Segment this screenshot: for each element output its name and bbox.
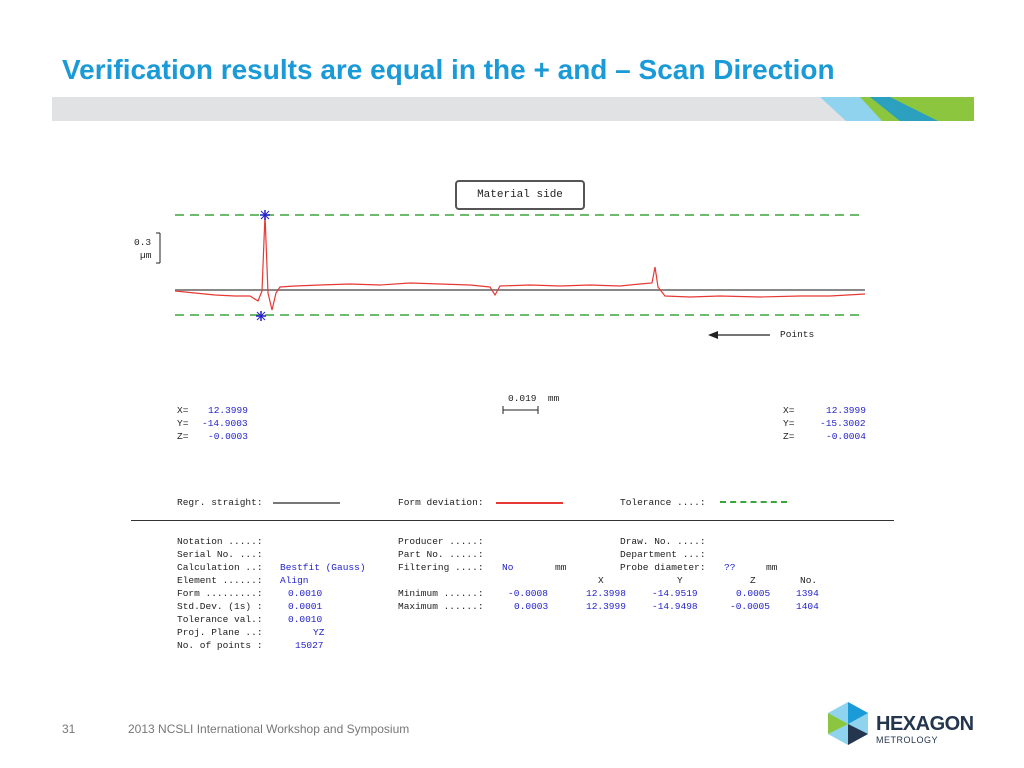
header-band-decoration bbox=[820, 97, 974, 121]
stats-header-no: No. bbox=[800, 575, 818, 586]
info-unit: mm bbox=[766, 562, 778, 573]
profile-plot bbox=[156, 210, 866, 339]
coord-right-x-label: X= bbox=[783, 405, 795, 416]
info-value: YZ bbox=[313, 627, 325, 638]
scale-unit: µm bbox=[140, 250, 152, 261]
slide-title: Verification results are equal in the + … bbox=[62, 54, 835, 85]
legend-tol-label: Tolerance ....: bbox=[620, 497, 706, 508]
info-label: Draw. No. ....: bbox=[620, 536, 706, 547]
coord-right-y-label: Y= bbox=[783, 418, 795, 429]
form-deviation-curve bbox=[174, 214, 866, 311]
footer-page-number: 31 bbox=[62, 722, 76, 736]
info-value: 0.0010 bbox=[288, 588, 323, 599]
legend-form-label: Form deviation: bbox=[398, 497, 484, 508]
coord-right-y-value: -15.3002 bbox=[820, 418, 866, 429]
coord-right-z-label: Z= bbox=[783, 431, 795, 442]
info-label: Form .........: bbox=[177, 588, 263, 599]
coord-left-y-label: Y= bbox=[177, 418, 189, 429]
coord-left-x-label: X= bbox=[177, 405, 189, 416]
coord-left-z-label: Z= bbox=[177, 431, 189, 442]
info-label: Filtering ....: bbox=[398, 562, 484, 573]
info-label: Serial No. ...: bbox=[177, 549, 263, 560]
info-label: Calculation ..: bbox=[177, 562, 263, 573]
stats-z: -0.0005 bbox=[730, 601, 770, 612]
stats-y: -14.9519 bbox=[652, 588, 698, 599]
material-side-label: Material side bbox=[477, 189, 563, 201]
stats-x: 12.3999 bbox=[586, 601, 626, 612]
coord-right-z-value: -0.0004 bbox=[826, 431, 866, 442]
stats-label: Maximum ......: bbox=[398, 601, 484, 612]
stats-dev: -0.0008 bbox=[508, 588, 548, 599]
footer-event: 2013 NCSLI International Workshop and Sy… bbox=[128, 722, 410, 736]
stats-header-y: Y bbox=[677, 575, 683, 586]
logo-sub: METROLOGY bbox=[876, 735, 939, 745]
info-value: Bestfit (Gauss) bbox=[280, 562, 366, 573]
info-unit: mm bbox=[555, 562, 567, 573]
logo-name: HEXAGON bbox=[876, 713, 974, 735]
max-point-marker bbox=[260, 210, 270, 220]
info-label: Notation .....: bbox=[177, 536, 263, 547]
info-label: Element ......: bbox=[177, 575, 263, 586]
scale-bracket bbox=[156, 232, 161, 264]
material-side-box: Material side bbox=[455, 180, 585, 210]
info-label: Part No. .....: bbox=[398, 549, 484, 560]
coord-right-x-value: 12.3999 bbox=[826, 405, 866, 416]
stats-header-x: X bbox=[598, 575, 604, 586]
stats-header-z: Z bbox=[750, 575, 756, 586]
legend-regr-line bbox=[273, 502, 340, 504]
info-divider bbox=[131, 520, 894, 521]
scale-value: 0.3 bbox=[134, 237, 152, 248]
info-label: No. of points : bbox=[177, 640, 263, 651]
info-value: 0.0001 bbox=[288, 601, 323, 612]
stats-z: 0.0005 bbox=[736, 588, 771, 599]
info-label: Std.Dev. (1s) : bbox=[177, 601, 263, 612]
length-scale-value: 0.019 mm bbox=[508, 393, 560, 404]
stats-dev: 0.0003 bbox=[514, 601, 549, 612]
info-value: ?? bbox=[724, 562, 736, 573]
info-value: 15027 bbox=[295, 640, 324, 651]
info-label: Probe diameter: bbox=[620, 562, 706, 573]
length-scale-bar-icon bbox=[502, 406, 539, 414]
header-band bbox=[52, 97, 974, 121]
info-label: Producer .....: bbox=[398, 536, 484, 547]
info-value: Align bbox=[280, 575, 309, 586]
stats-no: 1404 bbox=[796, 601, 819, 612]
coord-left-y-value: -14.9003 bbox=[202, 418, 248, 429]
stats-y: -14.9498 bbox=[652, 601, 698, 612]
coord-left-z-value: -0.0003 bbox=[208, 431, 248, 442]
points-label: Points bbox=[780, 329, 815, 340]
min-point-marker bbox=[256, 311, 266, 321]
info-value: No bbox=[502, 562, 514, 573]
stats-label: Minimum ......: bbox=[398, 588, 484, 599]
legend-regr-label: Regr. straight: bbox=[177, 497, 263, 508]
legend-tol-line bbox=[720, 501, 787, 503]
info-label: Proj. Plane ..: bbox=[177, 627, 263, 638]
coord-left-x-value: 12.3999 bbox=[208, 405, 248, 416]
info-label: Department ...: bbox=[620, 549, 706, 560]
info-label: Tolerance val.: bbox=[177, 614, 263, 625]
points-arrow bbox=[708, 331, 770, 339]
stats-no: 1394 bbox=[796, 588, 819, 599]
legend-form-line bbox=[496, 502, 563, 504]
hexagon-logo-icon bbox=[828, 702, 868, 745]
info-value: 0.0010 bbox=[288, 614, 323, 625]
stats-x: 12.3998 bbox=[586, 588, 626, 599]
